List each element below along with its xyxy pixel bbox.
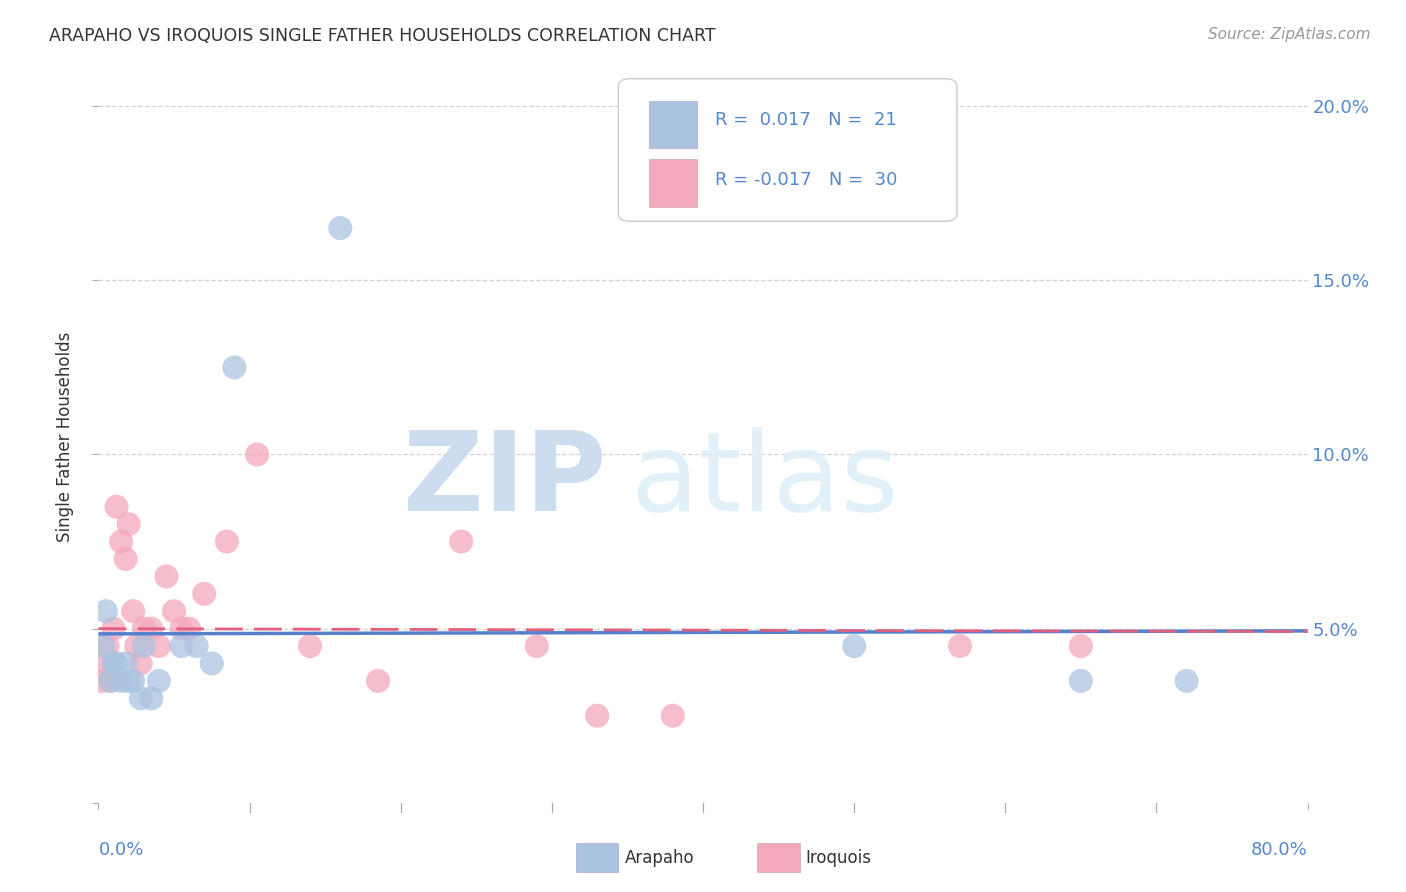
Text: R = -0.017   N =  30: R = -0.017 N = 30	[716, 170, 897, 188]
Bar	[648, 101, 697, 148]
Point	[103, 622, 125, 636]
Point	[148, 673, 170, 688]
Point	[163, 604, 186, 618]
Point	[118, 673, 141, 688]
FancyBboxPatch shape	[619, 78, 957, 221]
Point	[110, 673, 132, 688]
Text: atlas: atlas	[630, 427, 898, 534]
Bar	[758, 843, 800, 872]
Point	[224, 360, 246, 375]
Point	[129, 691, 152, 706]
Point	[299, 639, 322, 653]
Point	[949, 639, 972, 653]
Point	[193, 587, 215, 601]
Point	[141, 691, 163, 706]
Point	[661, 708, 683, 723]
Point	[114, 552, 136, 566]
Point	[155, 569, 177, 583]
Point	[1175, 673, 1198, 688]
Point	[114, 657, 136, 671]
Point	[215, 534, 238, 549]
Text: Source: ZipAtlas.com: Source: ZipAtlas.com	[1208, 27, 1371, 42]
Text: ZIP: ZIP	[404, 427, 606, 534]
Point	[132, 622, 155, 636]
Point	[246, 448, 269, 462]
Point	[91, 639, 114, 653]
Point	[201, 657, 224, 671]
Text: ARAPAHO VS IROQUOIS SINGLE FATHER HOUSEHOLDS CORRELATION CHART: ARAPAHO VS IROQUOIS SINGLE FATHER HOUSEH…	[49, 27, 716, 45]
Text: 80.0%: 80.0%	[1251, 841, 1308, 859]
Point	[129, 657, 152, 671]
Text: R =  0.017   N =  21: R = 0.017 N = 21	[716, 111, 897, 128]
Point	[179, 622, 201, 636]
Point	[118, 517, 141, 532]
Point	[1070, 639, 1092, 653]
Point	[122, 604, 145, 618]
Point	[141, 622, 163, 636]
Y-axis label: Single Father Households: Single Father Households	[56, 332, 75, 542]
Point	[844, 639, 866, 653]
Point	[105, 500, 128, 514]
Point	[103, 657, 125, 671]
Point	[170, 622, 193, 636]
Point	[450, 534, 472, 549]
Point	[110, 534, 132, 549]
Point	[132, 639, 155, 653]
Point	[90, 673, 112, 688]
Bar	[648, 159, 697, 207]
Text: Arapaho: Arapaho	[624, 848, 695, 867]
Point	[100, 673, 122, 688]
Point	[93, 657, 115, 671]
Point	[367, 673, 389, 688]
Point	[329, 221, 352, 235]
Point	[1070, 673, 1092, 688]
Bar	[576, 843, 619, 872]
Point	[186, 639, 208, 653]
Text: Iroquois: Iroquois	[806, 848, 872, 867]
Point	[125, 639, 148, 653]
Point	[170, 639, 193, 653]
Point	[148, 639, 170, 653]
Text: 0.0%: 0.0%	[98, 841, 143, 859]
Point	[94, 604, 117, 618]
Point	[122, 673, 145, 688]
Point	[586, 708, 609, 723]
Point	[96, 639, 118, 653]
Point	[526, 639, 548, 653]
Point	[105, 657, 128, 671]
Point	[100, 673, 122, 688]
